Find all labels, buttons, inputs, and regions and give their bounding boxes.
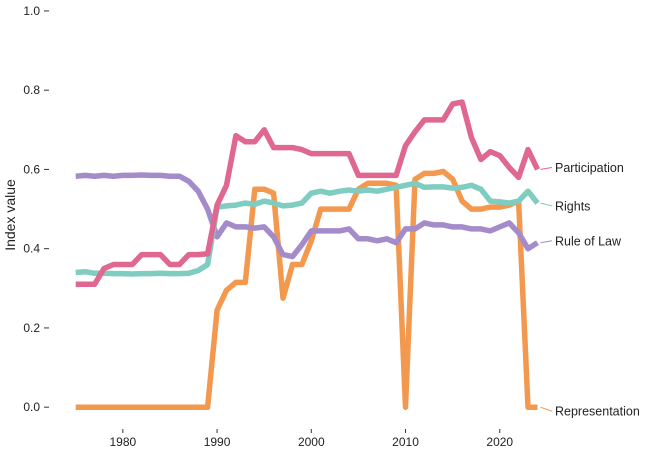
series-line-rule-of-law [75, 172, 539, 260]
y-tick-label: 0.6 [23, 162, 40, 176]
series-label-rule-of-law: Rule of Law [555, 234, 622, 248]
x-tick-label: 1990 [204, 435, 231, 449]
series-end-labels: Participation Rights Rule of Law Representa… [540, 161, 640, 419]
x-tick-label: 1980 [109, 435, 136, 449]
y-tick-label: 0.4 [23, 242, 40, 256]
y-axis-title: Index value [2, 179, 18, 251]
y-tick-label: 0.8 [23, 83, 40, 97]
y-tick-label: 1.0 [23, 4, 40, 18]
series-label-rights: Rights [555, 199, 590, 213]
x-tick-label: 2010 [392, 435, 419, 449]
series-lines [75, 99, 540, 410]
series-line-rights [75, 180, 540, 277]
label-connector [540, 406, 553, 412]
series-label-representation: Representation [555, 405, 640, 419]
y-axis: 0.0 0.2 0.4 0.6 0.8 1.0 [23, 4, 49, 414]
x-tick-label: 2000 [298, 435, 325, 449]
x-axis: 1980 1990 2000 2010 2020 [109, 429, 513, 449]
series-line-participation [75, 99, 540, 288]
label-connector [540, 166, 553, 170]
y-tick-label: 0.0 [23, 400, 40, 414]
y-tick-label: 0.2 [23, 321, 40, 335]
label-connector [540, 240, 553, 244]
label-connector [540, 202, 553, 207]
x-tick-label: 2020 [486, 435, 513, 449]
series-label-participation: Participation [555, 161, 624, 175]
series-line-representation [75, 168, 538, 410]
